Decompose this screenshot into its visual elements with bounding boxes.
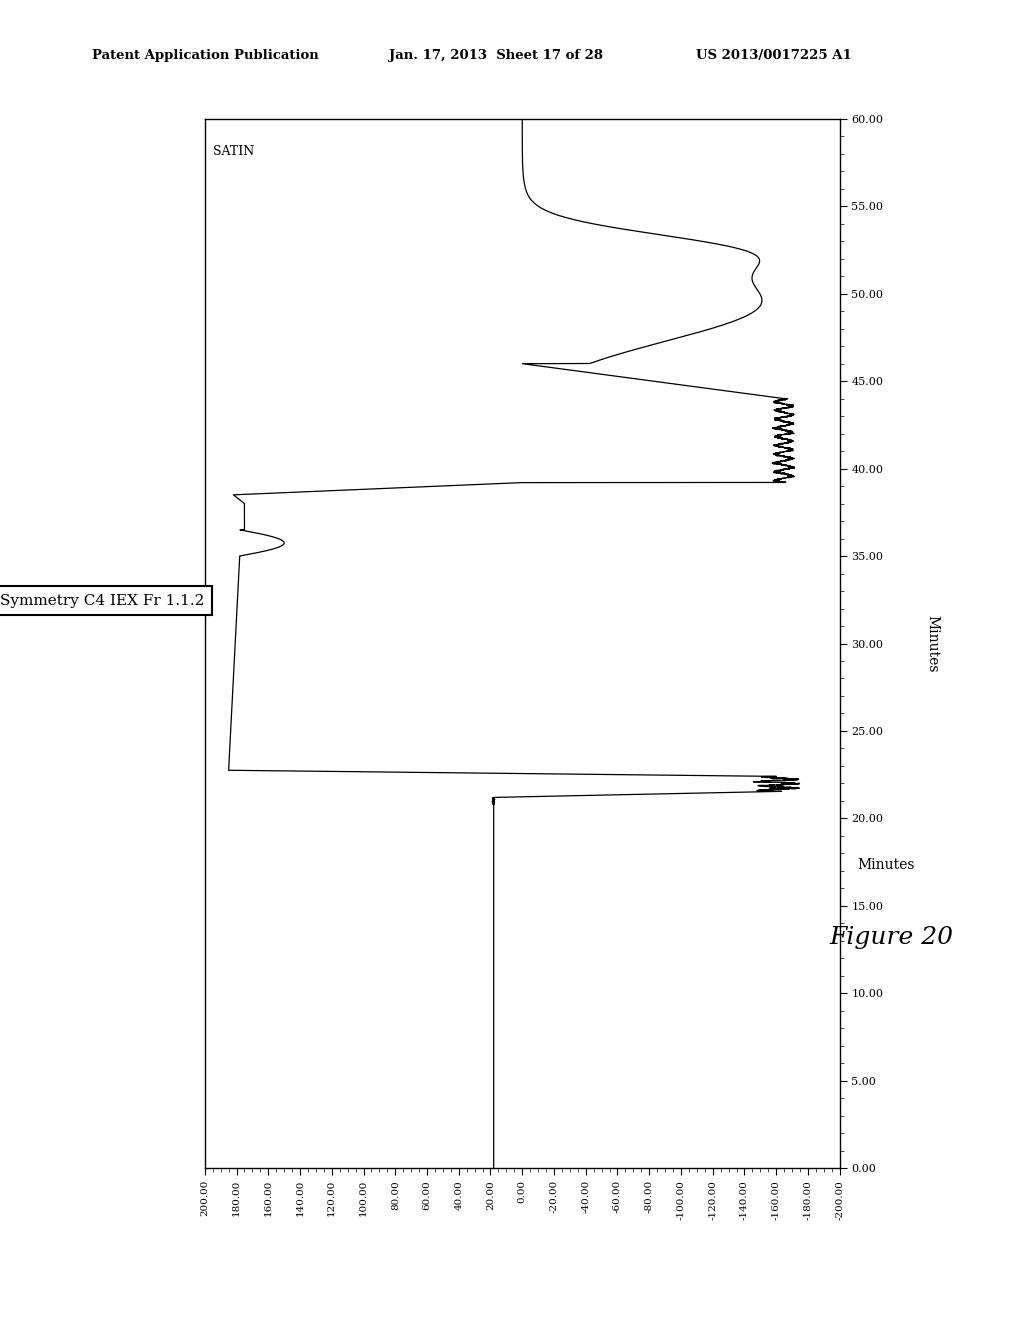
Text: SATIN: SATIN: [213, 145, 254, 158]
Text: Symmetry C4 IEX Fr 1.1.2: Symmetry C4 IEX Fr 1.1.2: [0, 594, 205, 607]
Text: US 2013/0017225 A1: US 2013/0017225 A1: [696, 49, 852, 62]
Text: Patent Application Publication: Patent Application Publication: [92, 49, 318, 62]
Text: Minutes: Minutes: [857, 858, 914, 871]
Text: Figure 20: Figure 20: [828, 925, 953, 949]
Y-axis label: Minutes: Minutes: [925, 615, 939, 672]
Text: Jan. 17, 2013  Sheet 17 of 28: Jan. 17, 2013 Sheet 17 of 28: [389, 49, 603, 62]
